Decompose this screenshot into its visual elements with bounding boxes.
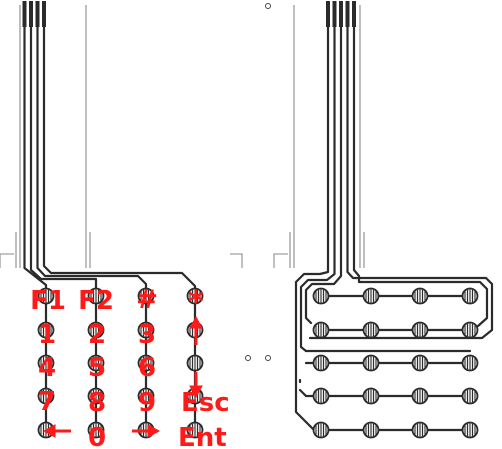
right-arrow-icon — [132, 424, 161, 438]
contact-pad — [186, 354, 204, 372]
contact-pad — [411, 387, 429, 405]
contact-pad — [87, 287, 105, 305]
trace — [308, 25, 494, 340]
contact-pad — [362, 354, 380, 372]
key-label-f1: F1 — [30, 286, 66, 316]
contact-pad — [137, 387, 155, 405]
key-label-hash: # — [136, 285, 158, 315]
contact-pad — [312, 421, 330, 439]
key-label-2: 2 — [88, 320, 106, 350]
corner-mark — [0, 253, 14, 268]
key-label-4: 4 — [38, 353, 56, 383]
contact-pad — [461, 321, 479, 339]
trace — [352, 25, 489, 328]
key-label-9: 9 — [138, 388, 156, 418]
corner-mark — [273, 253, 288, 268]
contact-pad — [87, 421, 105, 439]
down-arrow-icon — [189, 372, 203, 399]
contact-pad — [362, 321, 380, 339]
left-arrow-icon — [42, 424, 71, 438]
contact-pad — [411, 287, 429, 305]
trace — [304, 25, 343, 325]
contact-pad — [137, 287, 155, 305]
contact-pad — [411, 354, 429, 372]
key-label-star: * — [188, 285, 204, 320]
key-label-1: 1 — [38, 320, 56, 350]
contact-pad — [411, 421, 429, 439]
contact-pad — [362, 287, 380, 305]
contact-pad — [87, 354, 105, 372]
key-label-7: 7 — [38, 387, 56, 417]
contact-pad — [461, 387, 479, 405]
right-panel — [245, 1, 494, 432]
key-label-5: 5 — [88, 353, 106, 383]
contact-pad — [37, 321, 55, 339]
contact-pad — [186, 421, 204, 439]
contact-pad — [186, 287, 204, 305]
contact-pad — [312, 321, 330, 339]
registration-hole — [265, 3, 271, 9]
contact-pad — [37, 387, 55, 405]
right-pad-grid — [312, 287, 479, 439]
key-label-3: 3 — [138, 320, 156, 350]
contact-pad — [461, 354, 479, 372]
contact-pad — [362, 387, 380, 405]
key-label-6: 6 — [138, 353, 156, 383]
registration-hole — [245, 355, 251, 361]
key-label-esc: Esc — [181, 388, 230, 418]
contact-pad — [37, 287, 55, 305]
trace — [294, 25, 330, 432]
trace — [29, 25, 98, 298]
contact-pad — [87, 321, 105, 339]
contact-pad — [137, 354, 155, 372]
trace — [36, 25, 148, 298]
key-label-f2: F2 — [78, 286, 114, 316]
connector-tail — [22, 1, 46, 27]
contact-pad — [411, 321, 429, 339]
trace — [298, 378, 308, 398]
contact-pad — [461, 287, 479, 305]
contact-pad — [362, 421, 380, 439]
contact-pad — [37, 354, 55, 372]
registration-hole — [265, 355, 271, 361]
key-label-8: 8 — [88, 388, 106, 418]
left-panel — [0, 1, 243, 432]
key-label-ent: Ent — [178, 423, 227, 449]
keypad-labels: F1 F2 # * 1 2 3 4 5 6 7 8 9 0 Esc Ent — [30, 285, 230, 449]
contact-pad — [312, 287, 330, 305]
contact-pad — [461, 421, 479, 439]
arrow-markers — [42, 315, 203, 438]
trace — [299, 25, 336, 353]
trace — [42, 25, 197, 298]
contact-pad — [312, 354, 330, 372]
up-arrow-icon — [189, 315, 203, 345]
contact-pad — [137, 321, 155, 339]
connector-tail — [326, 1, 356, 27]
key-label-0: 0 — [88, 423, 106, 449]
contact-pad — [312, 387, 330, 405]
contact-pad — [87, 387, 105, 405]
trace — [23, 25, 48, 298]
corner-mark — [230, 253, 243, 268]
